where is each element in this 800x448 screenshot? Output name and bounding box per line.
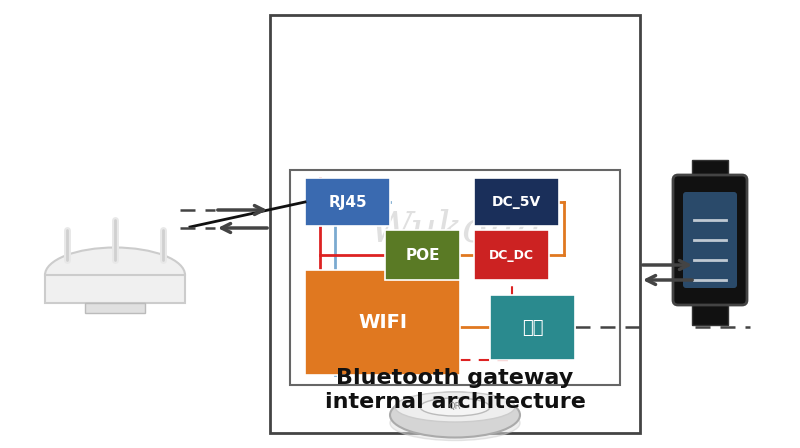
Bar <box>474 178 559 226</box>
Text: Wukong: Wukong <box>370 209 541 251</box>
Bar <box>45 275 185 303</box>
Text: RJ45: RJ45 <box>328 194 367 210</box>
Bar <box>85 303 145 313</box>
Ellipse shape <box>420 398 490 416</box>
Bar <box>305 270 460 375</box>
Bar <box>305 178 390 226</box>
Text: Bluetooth gateway
internal architecture: Bluetooth gateway internal architecture <box>325 368 586 412</box>
Text: POE: POE <box>406 247 440 263</box>
Ellipse shape <box>390 405 520 440</box>
FancyBboxPatch shape <box>673 175 747 305</box>
Bar <box>692 300 728 325</box>
Text: 蓝牙: 蓝牙 <box>522 319 543 336</box>
Text: QR: QR <box>449 402 462 412</box>
Text: DC_5V: DC_5V <box>492 195 541 209</box>
Ellipse shape <box>45 247 185 302</box>
Bar <box>474 230 549 280</box>
Bar <box>385 230 460 280</box>
Bar <box>270 15 640 433</box>
Ellipse shape <box>395 392 515 422</box>
Bar <box>490 295 575 360</box>
Bar <box>692 160 728 185</box>
Text: DC_DC: DC_DC <box>489 249 534 262</box>
FancyBboxPatch shape <box>683 192 737 288</box>
Bar <box>290 170 620 385</box>
Ellipse shape <box>390 392 520 438</box>
Text: WIFI: WIFI <box>358 313 407 332</box>
